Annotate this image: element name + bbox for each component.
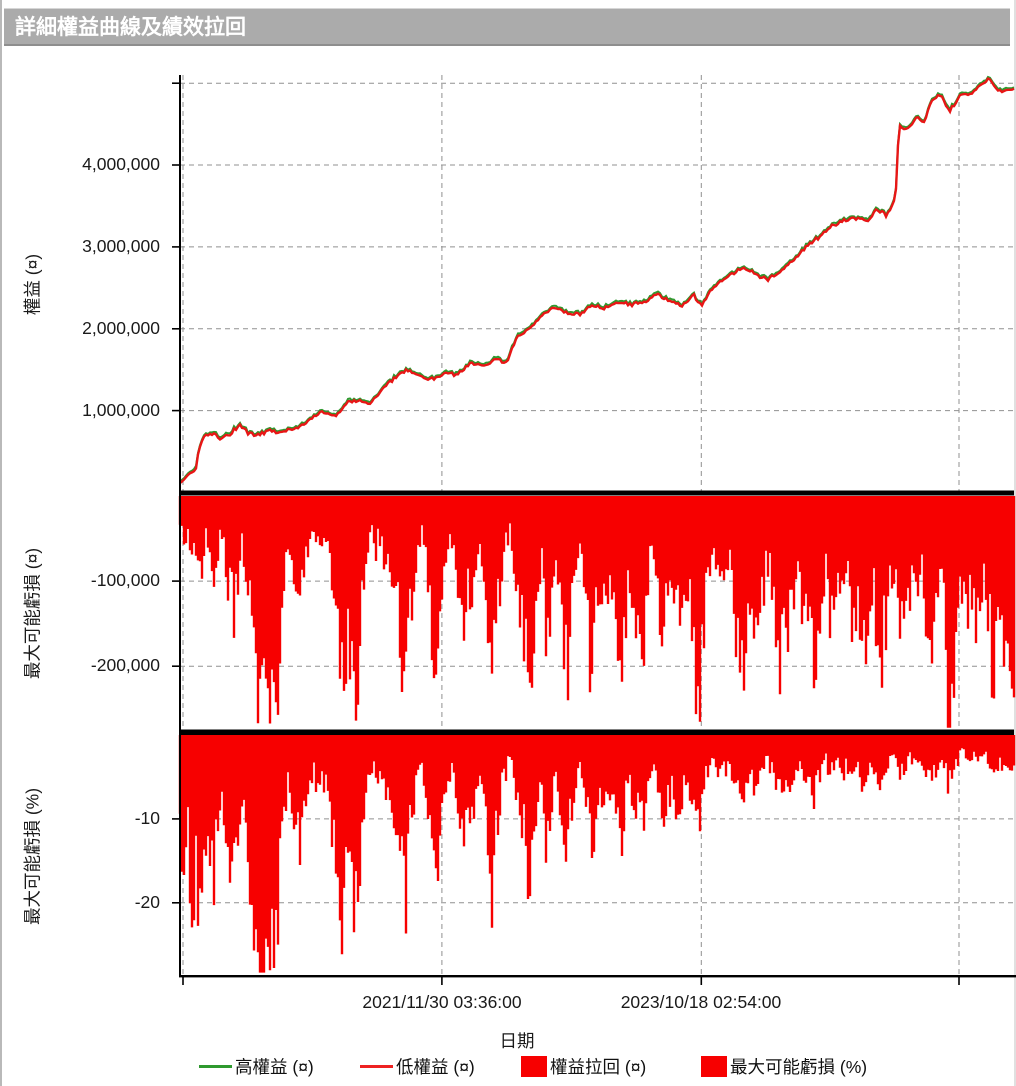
panel-title: 詳細權益曲線及績效拉回: [15, 16, 246, 39]
xtick-date-2: 2023/10/18 02:54:00: [620, 992, 782, 1012]
xtick-date-1: 2021/11/30 03:36:00: [362, 992, 522, 1012]
legend-item-low-equity: 低權益 (¤): [360, 1053, 475, 1079]
equity-ytick-4m: 4,000,000: [82, 154, 160, 174]
ddp-ytick-20: -20: [134, 892, 160, 912]
panel-title-bar: 詳細權益曲線及績效拉回: [4, 8, 1010, 46]
x-axis-title: 日期: [499, 1031, 535, 1051]
legend-label-equity-drawdown: 權益拉回 (¤): [550, 1056, 647, 1077]
drawdown-percent-axis-title: 最大可能虧損 (%): [22, 787, 43, 926]
ddc-ytick-200k: -200,000: [90, 655, 160, 675]
legend-label-high-equity: 高權益 (¤): [235, 1056, 314, 1077]
max-loss-pct-box-swatch-icon: [701, 1055, 727, 1077]
equity-ytick-3m: 3,000,000: [82, 236, 160, 256]
legend-item-high-equity: 高權益 (¤): [199, 1053, 314, 1079]
legend-label-low-equity: 低權益 (¤): [396, 1056, 475, 1077]
legend-item-equity-drawdown: 權益拉回 (¤): [521, 1053, 646, 1079]
low-equity-line-swatch-icon: [360, 1064, 393, 1068]
high-equity-line-swatch-icon: [199, 1064, 232, 1068]
ddc-ytick-100k: -100,000: [90, 570, 160, 590]
equity-ytick-1m: 1,000,000: [82, 400, 160, 420]
legend-item-max-loss-pct: 最大可能虧損 (%): [701, 1053, 867, 1079]
equity-drawdown-box-swatch-icon: [521, 1055, 547, 1077]
ddp-ytick-10: -10: [134, 808, 160, 828]
drawdown-currency-axis-title: 最大可能虧損 (¤): [22, 547, 43, 680]
legend-label-max-loss-pct: 最大可能虧損 (%): [730, 1056, 868, 1077]
equity-ytick-2m: 2,000,000: [82, 318, 160, 338]
equity-axis-title: 權益 (¤): [22, 253, 43, 316]
